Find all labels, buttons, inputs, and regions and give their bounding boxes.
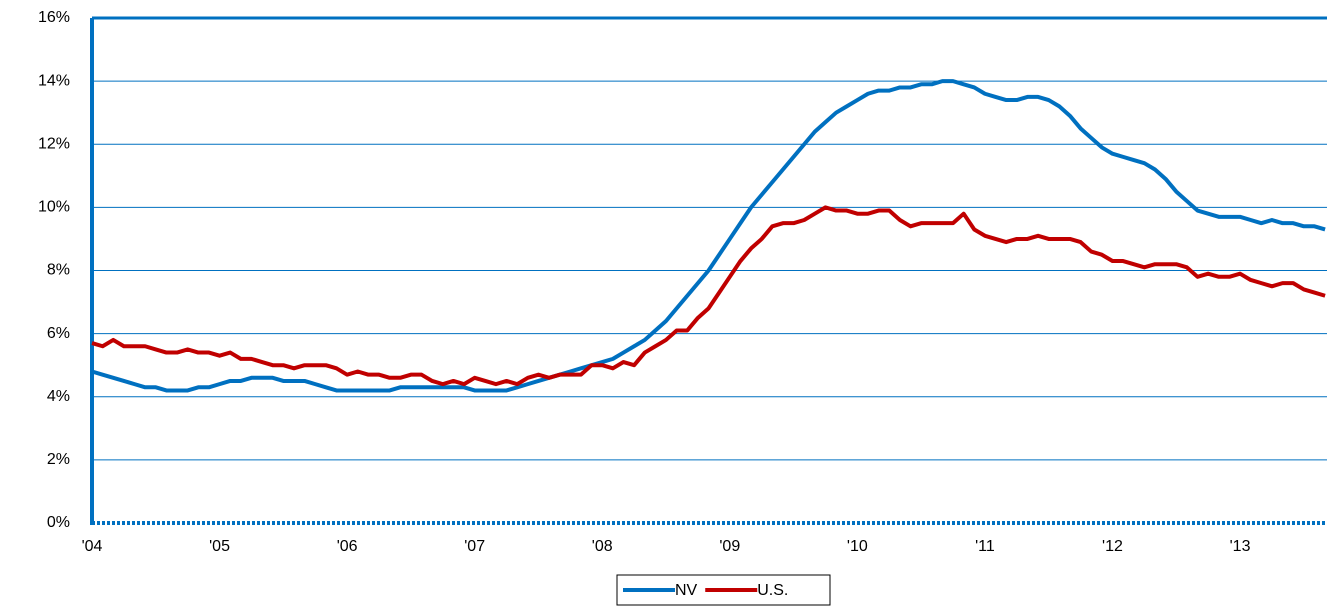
x-tick-label: '08 xyxy=(592,538,613,555)
y-tick-label: 16% xyxy=(38,9,70,26)
legend-label: U.S. xyxy=(757,582,788,599)
y-tick-label: 12% xyxy=(38,135,70,152)
x-tick-label: '06 xyxy=(337,538,358,555)
x-tick-label: '09 xyxy=(719,538,740,555)
x-tick-label: '04 xyxy=(82,538,103,555)
x-tick-label: '13 xyxy=(1230,538,1251,555)
series-line xyxy=(91,205,1326,387)
y-tick-label: 10% xyxy=(38,199,70,216)
x-tick-label: '07 xyxy=(464,538,485,555)
legend-label: NV xyxy=(675,582,698,599)
y-tick-label: 0% xyxy=(47,514,70,531)
y-tick-label: 2% xyxy=(47,451,70,468)
y-tick-label: 4% xyxy=(47,388,70,405)
y-tick-label: 8% xyxy=(47,262,70,279)
y-tick-label: 6% xyxy=(47,325,70,342)
series-line xyxy=(91,79,1326,393)
x-tick-label: '05 xyxy=(209,538,230,555)
x-tick-label: '12 xyxy=(1102,538,1123,555)
x-tick-label: '10 xyxy=(847,538,868,555)
y-tick-label: 14% xyxy=(38,72,70,89)
x-tick-label: '11 xyxy=(975,538,995,555)
